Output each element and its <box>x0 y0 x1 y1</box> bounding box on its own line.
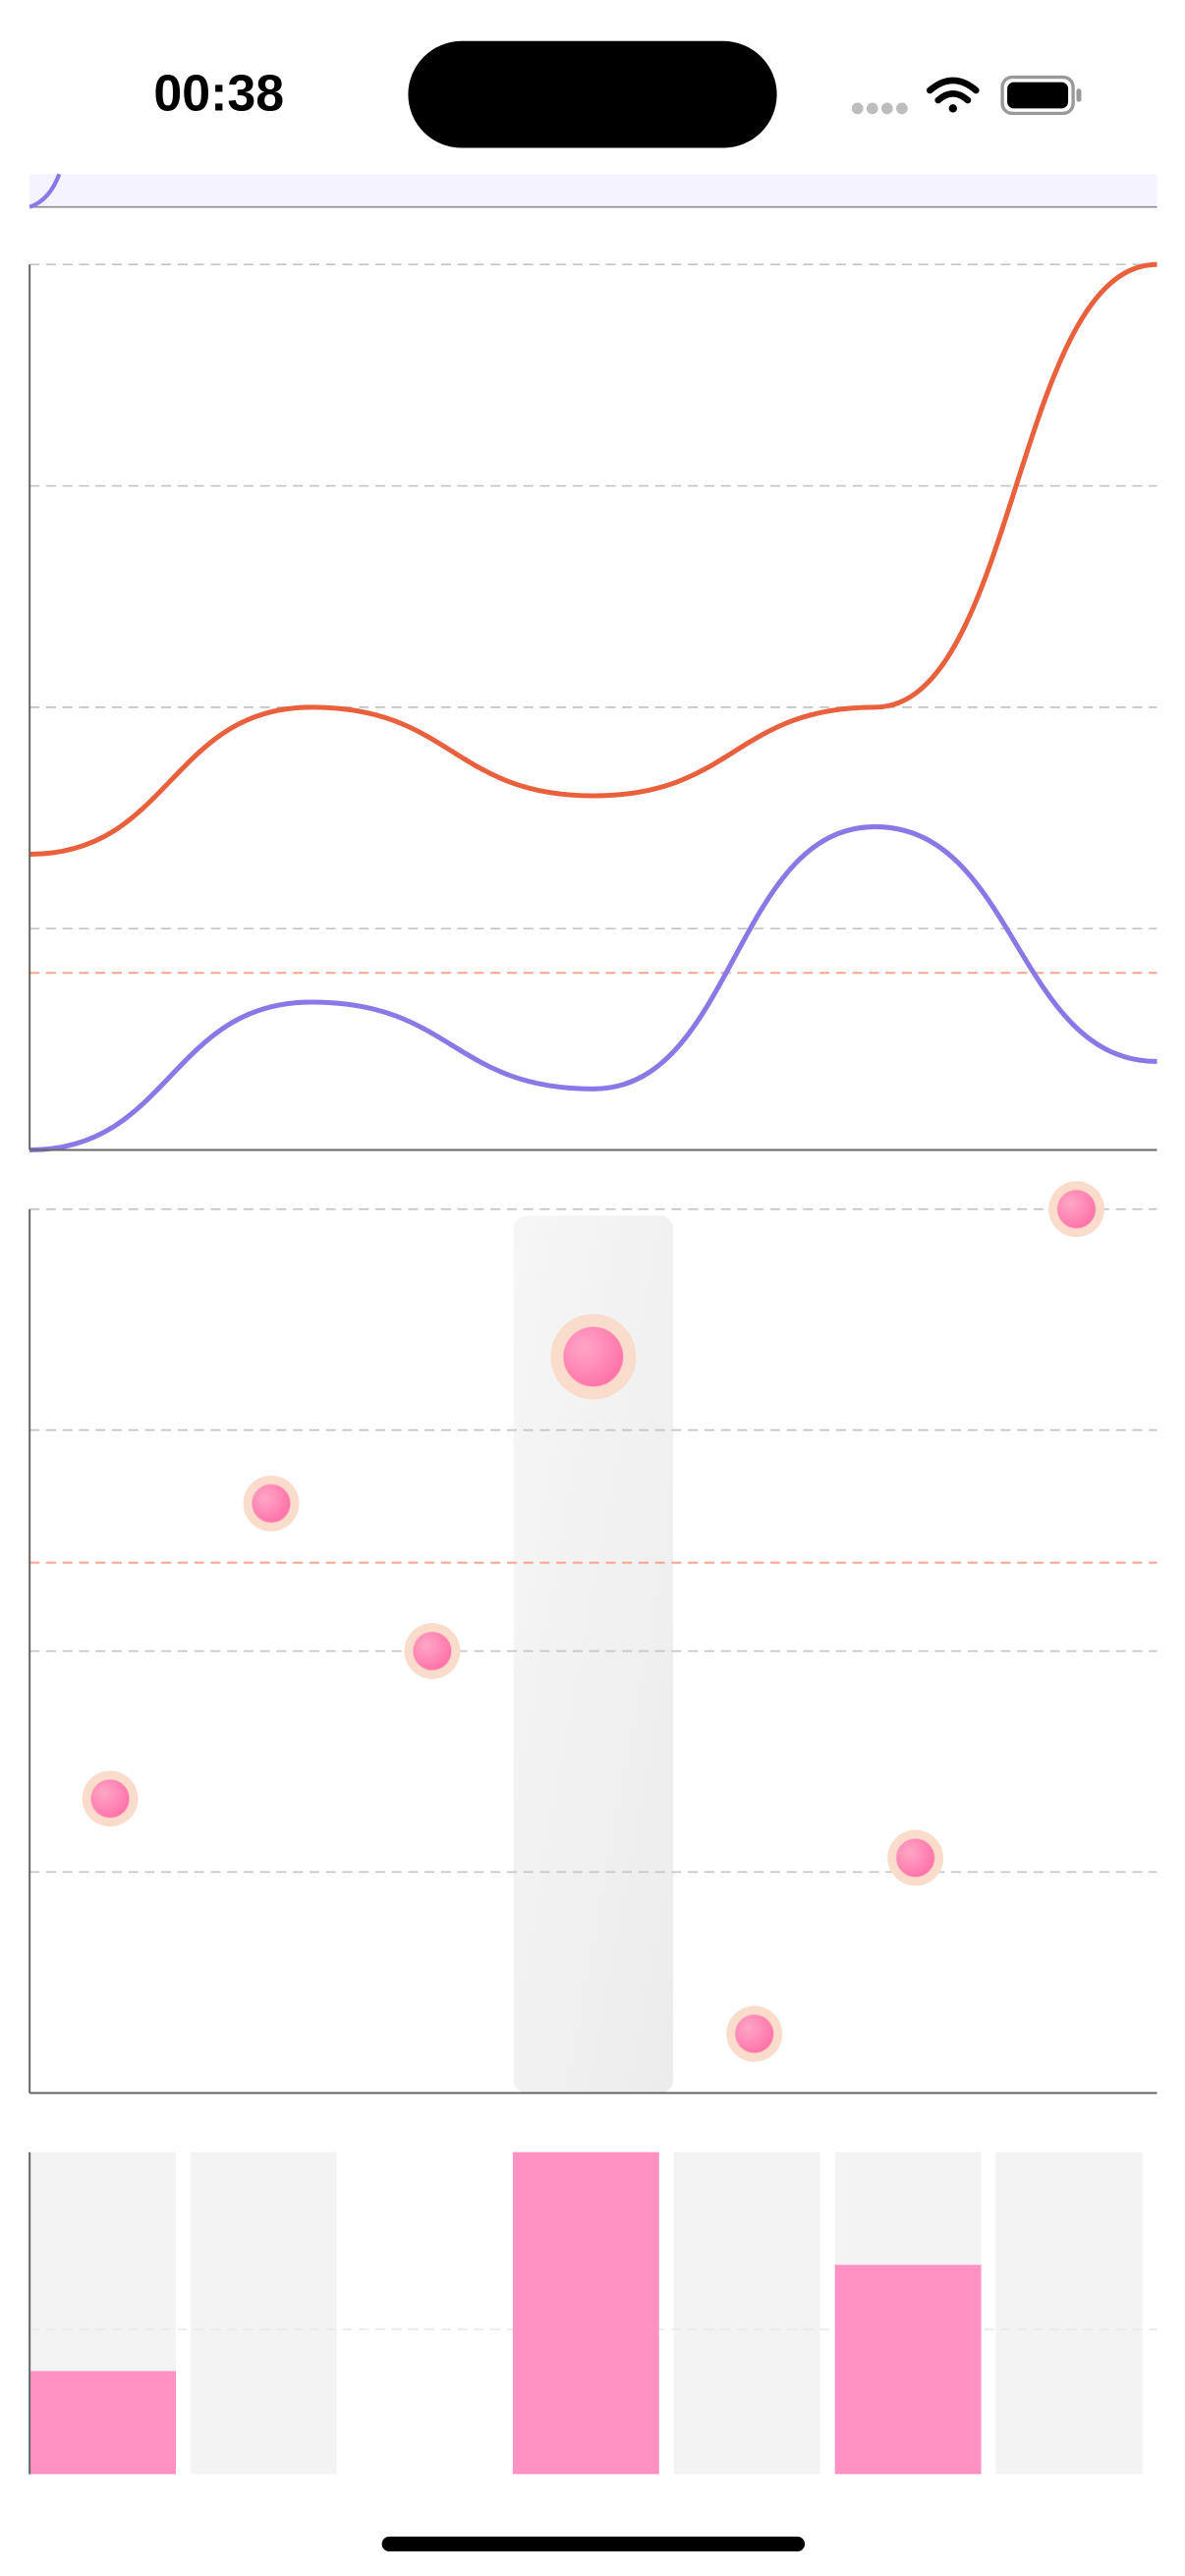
status-time: 00:38 <box>153 64 284 121</box>
bar-track <box>995 2152 1143 2475</box>
bar <box>834 2265 982 2475</box>
point <box>90 1778 131 1819</box>
point <box>562 1326 624 1387</box>
bar-track <box>191 2152 337 2475</box>
bar <box>512 2152 659 2475</box>
point <box>251 1484 292 1524</box>
previous-chart-edge <box>28 173 1157 209</box>
battery-icon <box>1000 75 1082 116</box>
bar <box>29 2371 176 2475</box>
point <box>734 2014 774 2054</box>
point <box>412 1631 453 1671</box>
home-indicator <box>381 2536 806 2551</box>
line-series <box>29 824 1157 1153</box>
wifi-icon <box>927 77 980 113</box>
line-series <box>29 261 1157 858</box>
dynamic-island <box>408 40 777 148</box>
point <box>1056 1189 1097 1229</box>
point <box>895 1838 935 1878</box>
bar-track <box>673 2152 820 2475</box>
highlight-band <box>513 1215 674 2094</box>
signal-icon <box>851 102 908 115</box>
